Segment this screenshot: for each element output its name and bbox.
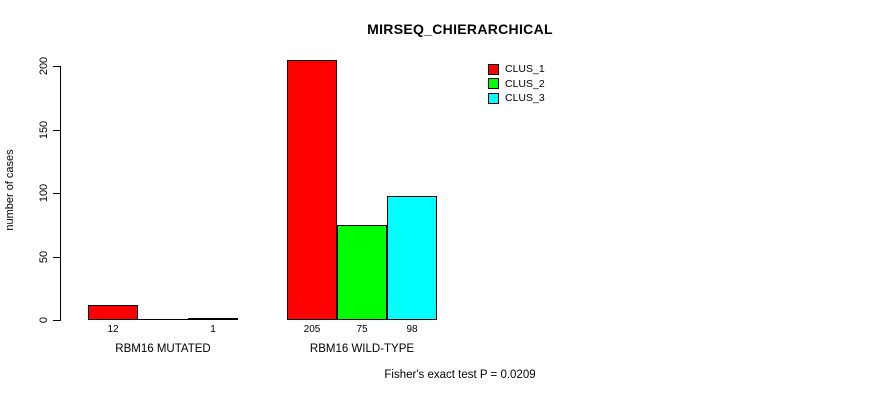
y-tick-label: 0 bbox=[38, 316, 50, 324]
legend-label: CLUS_1 bbox=[505, 63, 545, 76]
y-tick bbox=[53, 193, 60, 194]
fisher-test-annotation: Fisher's exact test P = 0.0209 bbox=[384, 369, 536, 381]
y-tick bbox=[53, 66, 60, 67]
bar-value-label: 98 bbox=[406, 324, 418, 335]
y-tick-label: 50 bbox=[38, 250, 50, 264]
bar-clus_2 bbox=[337, 225, 387, 320]
legend-swatch-clus_2 bbox=[488, 78, 499, 90]
bar-value-label: 205 bbox=[303, 324, 321, 335]
y-tick-label: 150 bbox=[38, 120, 50, 140]
legend-swatch-clus_3 bbox=[488, 92, 499, 104]
legend-item: CLUS_1 bbox=[488, 62, 545, 77]
bar-value-label: 75 bbox=[356, 324, 368, 335]
bar-clus_3 bbox=[188, 318, 238, 320]
y-tick bbox=[53, 320, 60, 321]
x-category-label: RBM16 MUTATED bbox=[115, 343, 211, 355]
bar-clus_2 bbox=[138, 319, 188, 320]
y-tick bbox=[53, 130, 60, 131]
bar-clus_3 bbox=[387, 196, 437, 320]
y-tick-label: 200 bbox=[38, 56, 50, 76]
chart-title: MIRSEQ_CHIERARCHICAL bbox=[367, 21, 553, 37]
legend-label: CLUS_3 bbox=[505, 92, 545, 105]
y-tick bbox=[53, 257, 60, 258]
bar-value-label: 1 bbox=[210, 324, 216, 335]
legend-item: CLUS_2 bbox=[488, 77, 545, 92]
bar-value-label: 12 bbox=[107, 324, 119, 335]
bar-clus_1 bbox=[287, 60, 337, 320]
x-category-label: RBM16 WILD-TYPE bbox=[309, 343, 415, 355]
y-tick-label: 100 bbox=[38, 183, 50, 203]
legend: CLUS_1 CLUS_2 CLUS_3 bbox=[488, 62, 545, 106]
y-axis-label: number of cases bbox=[4, 149, 16, 231]
bar-clus_1 bbox=[88, 305, 138, 320]
legend-label: CLUS_2 bbox=[505, 77, 545, 90]
y-axis-line bbox=[60, 66, 61, 321]
legend-item: CLUS_3 bbox=[488, 91, 545, 106]
legend-swatch-clus_1 bbox=[488, 63, 499, 75]
